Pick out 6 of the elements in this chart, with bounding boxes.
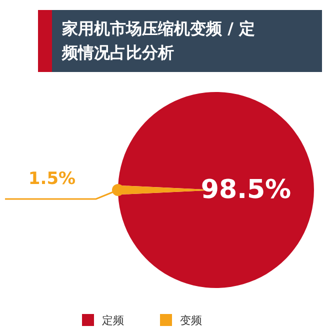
data-label: 1.5% [28,169,76,189]
data-label: 98.5% [200,175,292,205]
legend-label: 变频 [180,314,202,327]
chart-title: 家用机市场压缩机变频 / 定频情况占比分析 [61,19,255,62]
pie-slice [118,92,314,288]
legend-label: 定频 [102,314,124,327]
